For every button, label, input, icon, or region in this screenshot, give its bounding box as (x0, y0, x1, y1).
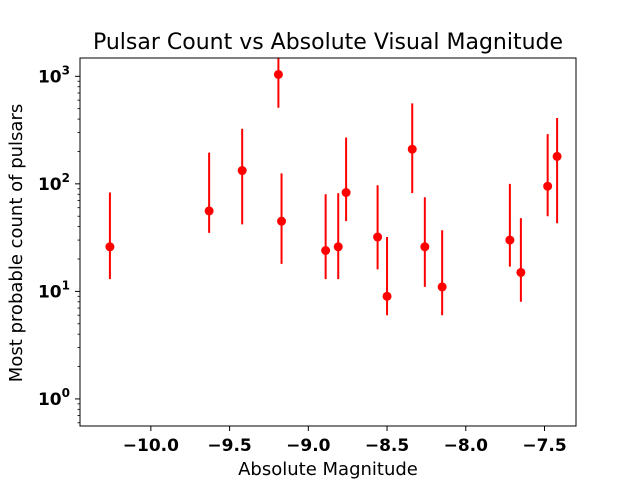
x-axis-label: Absolute Magnitude (238, 459, 418, 480)
error-bars (108, 58, 559, 316)
data-point (341, 188, 351, 198)
data-point (407, 144, 417, 154)
x-axis-ticks: −10.0 −9.5 −9.0 −8.5 −8.0 −7.5 (123, 426, 567, 456)
data-point (382, 291, 392, 301)
data-point (277, 216, 287, 226)
x-tick-label: −9.5 (207, 436, 251, 456)
data-point (543, 181, 553, 191)
plot-frame (79, 57, 577, 427)
data-point (516, 267, 526, 277)
x-tick-label: −8.5 (365, 436, 409, 456)
x-tick-label: −10.0 (123, 436, 179, 456)
y-tick-label: 102 (38, 171, 70, 195)
data-points (105, 69, 562, 301)
data-point (505, 235, 515, 245)
y-tick-label: 103 (38, 63, 70, 87)
data-point (105, 242, 115, 252)
data-point (420, 242, 430, 252)
y-axis-label: Most probable count of pulsars (6, 104, 27, 382)
data-point (333, 242, 343, 252)
data-point (237, 166, 247, 176)
y-axis-ticks: 100 101 102 103 (38, 63, 80, 424)
chart-title: Pulsar Count vs Absolute Visual Magnitud… (93, 30, 563, 55)
data-point (204, 206, 214, 216)
data-point (437, 282, 447, 292)
y-tick-label: 101 (38, 278, 70, 302)
x-tick-label: −8.0 (444, 436, 489, 456)
data-point (552, 151, 562, 161)
y-tick-label: 100 (38, 386, 70, 410)
x-tick-label: −7.5 (522, 436, 566, 456)
x-tick-label: −9.0 (286, 436, 331, 456)
data-point (373, 232, 383, 242)
data-point (321, 245, 331, 255)
data-point (273, 69, 283, 79)
